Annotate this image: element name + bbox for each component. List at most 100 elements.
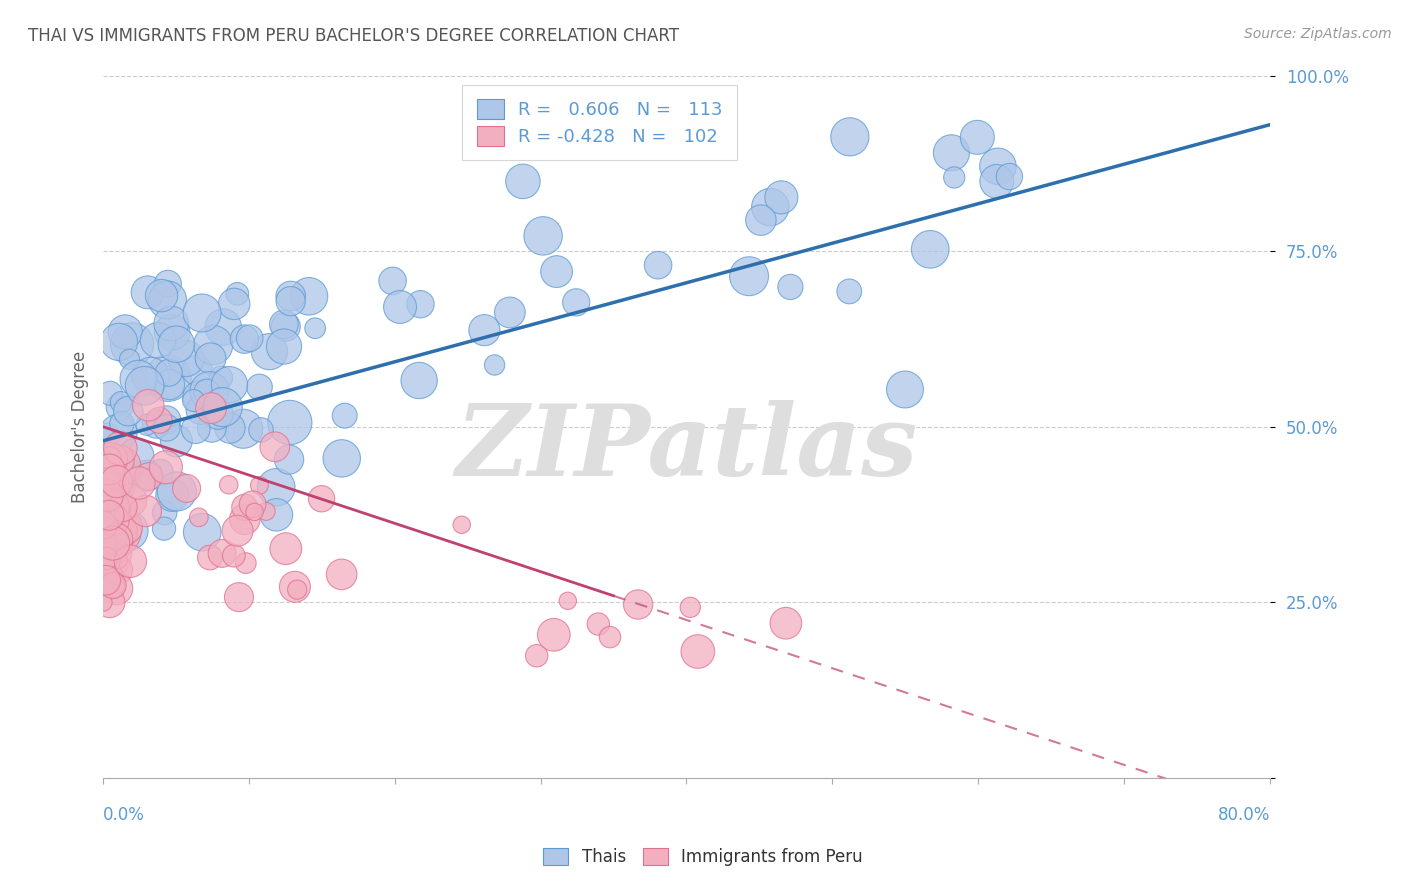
Point — [107, 426, 129, 441]
Point — [190, 402, 212, 417]
Point — [191, 525, 214, 540]
Point — [526, 648, 548, 663]
Point — [93, 536, 115, 550]
Point — [250, 423, 273, 437]
Point — [94, 533, 117, 548]
Y-axis label: Bachelor's Degree: Bachelor's Degree — [72, 351, 89, 503]
Point — [96, 429, 118, 443]
Point — [284, 580, 307, 594]
Point — [920, 243, 942, 257]
Point — [278, 452, 301, 467]
Point — [233, 332, 256, 346]
Point — [98, 533, 121, 548]
Point — [96, 558, 118, 572]
Point — [263, 440, 285, 454]
Point — [474, 323, 496, 337]
Point — [96, 551, 118, 566]
Point — [128, 476, 150, 491]
Point — [274, 319, 297, 334]
Point — [599, 630, 621, 644]
Point — [136, 285, 159, 300]
Point — [94, 481, 117, 495]
Point — [148, 413, 170, 427]
Point — [298, 289, 321, 303]
Point — [894, 383, 917, 397]
Point — [183, 393, 205, 408]
Point — [409, 297, 432, 311]
Point — [775, 616, 797, 631]
Point — [104, 504, 127, 518]
Point — [274, 541, 297, 556]
Point — [100, 525, 122, 540]
Point — [111, 417, 134, 431]
Point — [211, 400, 233, 414]
Point — [239, 331, 262, 345]
Point — [233, 500, 256, 515]
Point — [110, 442, 132, 456]
Point — [121, 337, 143, 351]
Point — [228, 590, 250, 604]
Text: Source: ZipAtlas.com: Source: ZipAtlas.com — [1244, 27, 1392, 41]
Point — [94, 574, 117, 588]
Point — [966, 130, 988, 145]
Point — [96, 477, 118, 491]
Point — [96, 500, 118, 515]
Point — [219, 421, 242, 435]
Point — [128, 372, 150, 386]
Point — [135, 417, 157, 432]
Point — [136, 398, 159, 412]
Point — [93, 574, 115, 588]
Point — [176, 481, 198, 495]
Point — [101, 500, 124, 514]
Point — [941, 145, 963, 160]
Point — [838, 129, 860, 144]
Point — [101, 578, 124, 592]
Point — [96, 554, 118, 568]
Point — [98, 450, 121, 465]
Point — [278, 416, 301, 430]
Point — [120, 493, 142, 508]
Text: THAI VS IMMIGRANTS FROM PERU BACHELOR'S DEGREE CORRELATION CHART: THAI VS IMMIGRANTS FROM PERU BACHELOR'S … — [28, 27, 679, 45]
Point — [98, 386, 121, 401]
Point — [187, 510, 209, 524]
Point — [218, 477, 240, 491]
Point — [96, 475, 118, 489]
Point — [273, 318, 295, 332]
Point — [160, 317, 183, 331]
Point — [110, 395, 132, 409]
Point — [156, 413, 179, 427]
Point — [118, 352, 141, 367]
Point — [97, 525, 120, 540]
Point — [107, 552, 129, 566]
Point — [986, 174, 1008, 188]
Point — [557, 594, 579, 608]
Point — [226, 524, 249, 538]
Point — [254, 504, 277, 518]
Point — [165, 337, 187, 351]
Point — [98, 513, 121, 527]
Point — [97, 513, 120, 527]
Legend: R =   0.606   N =   113, R = -0.428   N =   102: R = 0.606 N = 113, R = -0.428 N = 102 — [463, 85, 737, 161]
Point — [259, 344, 281, 359]
Point — [157, 366, 180, 380]
Point — [103, 481, 125, 495]
Point — [450, 517, 472, 532]
Point — [226, 286, 249, 301]
Point — [114, 520, 136, 534]
Point — [499, 305, 522, 319]
Point — [97, 489, 120, 503]
Point — [100, 504, 122, 518]
Point — [166, 484, 188, 499]
Point — [104, 531, 127, 545]
Point — [232, 422, 254, 436]
Point — [139, 369, 162, 384]
Point — [191, 306, 214, 320]
Point — [759, 200, 782, 214]
Point — [174, 351, 197, 366]
Point — [105, 508, 128, 523]
Point — [108, 401, 131, 415]
Point — [264, 480, 287, 494]
Point — [233, 512, 256, 526]
Point — [531, 228, 554, 243]
Point — [543, 628, 565, 642]
